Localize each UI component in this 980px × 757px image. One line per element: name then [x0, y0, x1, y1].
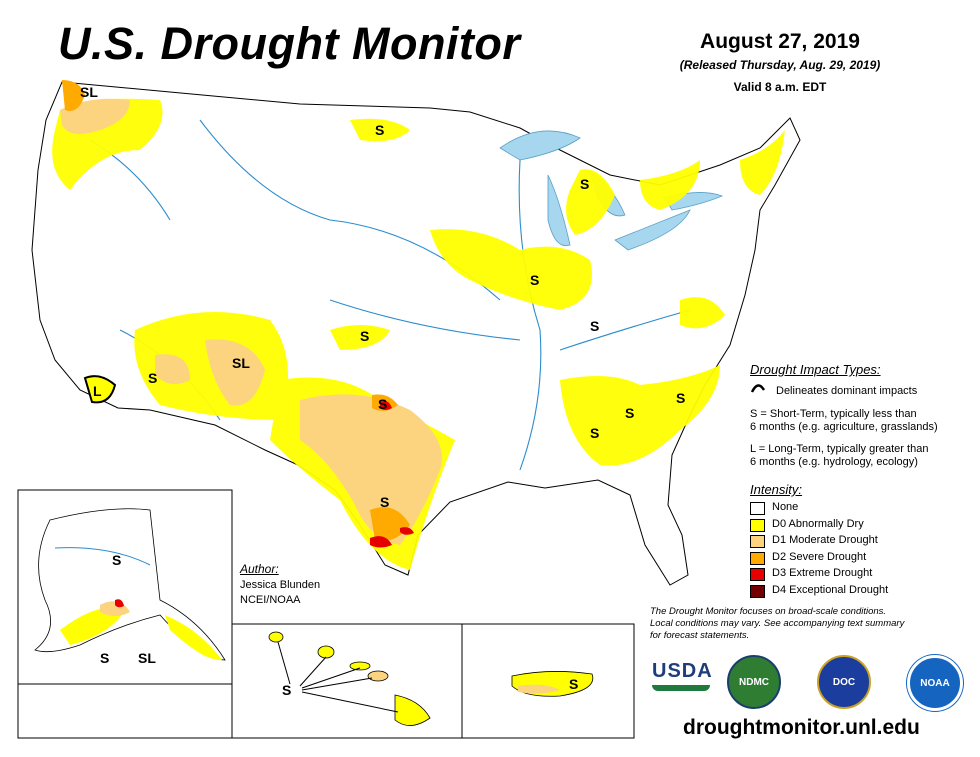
- usda-logo-text: USDA: [652, 660, 713, 682]
- map-label-s: S: [112, 552, 122, 568]
- map-label-s: S: [375, 122, 385, 138]
- note-line: Local conditions may vary. See accompany…: [650, 618, 905, 629]
- map-label-s: S: [282, 682, 292, 698]
- d3-areas: [370, 400, 414, 548]
- intensity-label: None: [772, 501, 799, 513]
- hawaii-inset: [231, 623, 463, 739]
- alaska-inset: [17, 489, 233, 739]
- impact-types-heading: Drought Impact Types:: [750, 362, 881, 377]
- d2-areas: [62, 80, 410, 541]
- note-line: The Drought Monitor focuses on broad-sca…: [650, 606, 887, 617]
- website-url: droughtmonitor.unl.edu: [683, 716, 920, 739]
- map-label-s: S: [530, 272, 540, 288]
- author-name: Jessica Blunden: [240, 579, 321, 591]
- usda-logo: USDA: [652, 660, 713, 700]
- map-title: U.S. Drought Monitor: [58, 18, 521, 69]
- map-label-s: S: [676, 390, 686, 406]
- intensity-label: D1 Moderate Drought: [772, 534, 878, 546]
- doc-seal-logo: DOC: [817, 655, 871, 709]
- map-label-s: S: [580, 176, 590, 192]
- intensity-label: D4 Exceptional Drought: [772, 583, 889, 596]
- map-label-sl: SL: [138, 650, 156, 666]
- valid-time: Valid 8 a.m. EDT: [733, 80, 827, 94]
- author-heading: Author:: [240, 562, 279, 576]
- release-date: (Released Thursday, Aug. 29, 2019): [679, 58, 881, 72]
- intensity-swatch: [750, 551, 765, 565]
- author-block: Jessica Blunden NCEI/NOAA: [240, 578, 320, 608]
- impact-delineates: Delineates dominant impacts: [776, 385, 918, 397]
- ndmc-logo: NDMC: [727, 655, 781, 709]
- map-date: August 27, 2019: [700, 30, 860, 53]
- intensity-label: D2 Severe Drought: [772, 550, 867, 563]
- intensity-heading: Intensity:: [750, 482, 803, 497]
- map-label-s: S: [360, 328, 370, 344]
- impact-short-term-desc: 6 months (e.g. agriculture, grasslands): [750, 421, 938, 433]
- map-label-s: S: [378, 396, 388, 412]
- map-label-s: S: [569, 676, 579, 692]
- map-label-s: S: [148, 370, 158, 386]
- disclaimer-note: The Drought Monitor focuses on broad-sca…: [650, 606, 970, 642]
- puerto-rico-inset: [461, 623, 635, 739]
- map-label-s: S: [625, 405, 635, 421]
- intensity-swatch: [750, 568, 765, 581]
- ca-l-outline: [83, 375, 117, 404]
- map-label-s: S: [590, 318, 600, 334]
- map-label-s: S: [100, 650, 110, 666]
- impact-long-term-desc: 6 months (e.g. hydrology, ecology): [750, 456, 918, 468]
- hawaii-islands: [268, 631, 431, 726]
- d1-areas: [60, 98, 442, 545]
- map-label-l: L: [93, 383, 102, 399]
- map-label-s: S: [590, 425, 600, 441]
- map-label-sl: SL: [232, 355, 250, 371]
- map-label-s: S: [380, 494, 390, 510]
- impact-short-term: S = Short-Term, typically less than: [750, 408, 917, 420]
- map-label-sl: SL: [80, 84, 98, 100]
- noaa-logo: NOAA: [907, 655, 963, 711]
- intensity-swatch: [750, 535, 765, 548]
- intensity-swatch: [750, 502, 765, 515]
- note-line: for forecast statements.: [650, 630, 750, 641]
- intensity-swatch: [750, 518, 765, 532]
- intensity-label: D3 Extreme Drought: [772, 567, 873, 579]
- impact-line-icon: [750, 384, 766, 393]
- intensity-swatch: [750, 584, 765, 598]
- intensity-label: D0 Abnormally Dry: [772, 517, 864, 530]
- author-org: NCEI/NOAA: [240, 594, 301, 606]
- impact-long-term: L = Long-Term, typically greater than: [750, 443, 929, 455]
